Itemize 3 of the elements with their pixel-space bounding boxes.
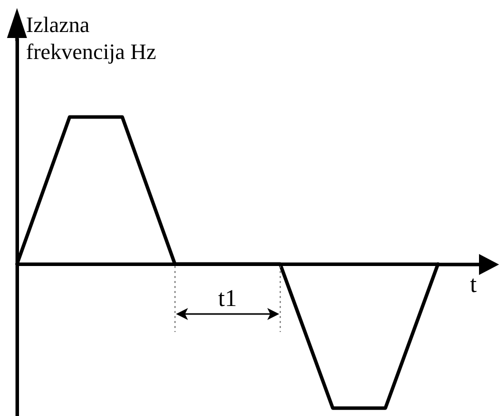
x-axis-title: t [470,272,477,298]
annotation: t1 [218,286,237,312]
y-axis-title: Izlazna frekvencija Hz [26,11,158,65]
